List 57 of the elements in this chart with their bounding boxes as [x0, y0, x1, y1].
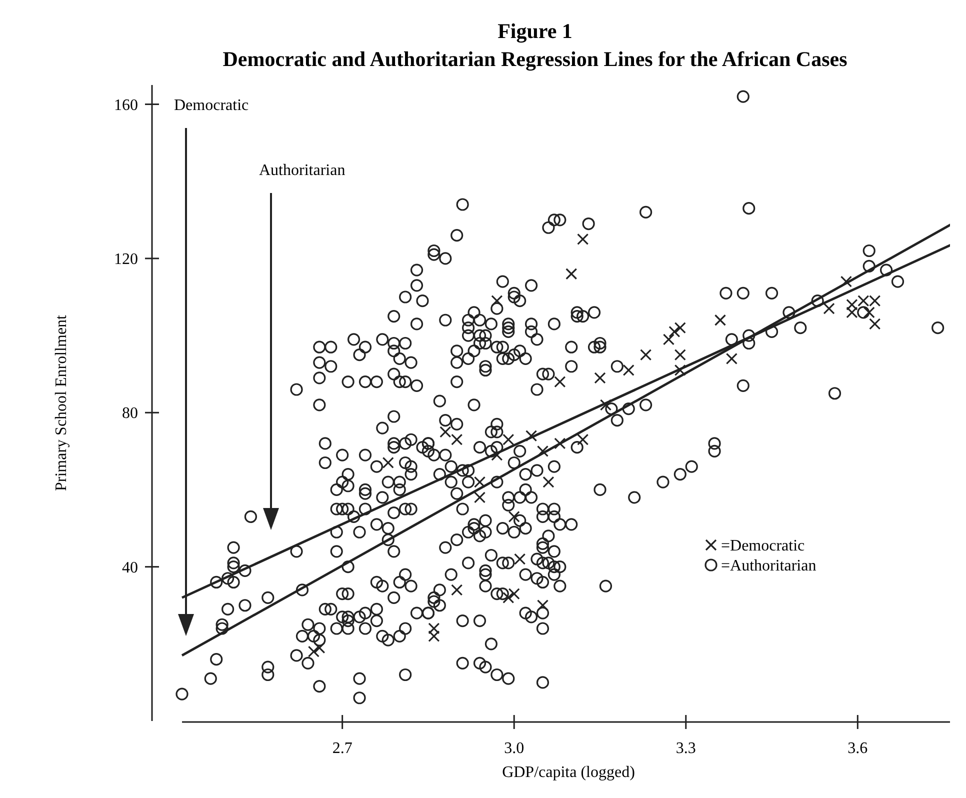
point [674, 349, 686, 361]
point [542, 476, 554, 488]
point [502, 434, 514, 446]
point [714, 314, 726, 326]
point [600, 399, 612, 411]
point [869, 318, 881, 330]
point [863, 306, 875, 318]
point [382, 456, 394, 469]
point [577, 233, 589, 245]
point [525, 430, 538, 442]
point [622, 364, 634, 376]
chart-title: Figure 1 [498, 19, 572, 43]
point [474, 492, 486, 504]
point [536, 600, 549, 612]
point [491, 295, 503, 307]
y-tick-label: 160 [114, 96, 138, 114]
point [577, 434, 589, 446]
x-axis-title: GDP/capita (logged) [502, 764, 635, 781]
point [474, 476, 486, 488]
point [668, 326, 680, 338]
point [440, 426, 452, 438]
point [308, 646, 320, 658]
y-tick-label: 120 [114, 251, 138, 268]
point [502, 592, 514, 604]
point [640, 349, 652, 361]
y-tick-label: 40 [122, 559, 138, 576]
x-tick-label: 3.0 [504, 740, 524, 757]
point [840, 276, 852, 288]
point [554, 376, 566, 388]
point [846, 298, 858, 311]
x-tick-label: 2.7 [332, 740, 352, 757]
legend-label: =Authoritarian [721, 558, 816, 575]
chart-subtitle: Democratic and Authoritarian Regression Lines for the African Cases [222, 47, 848, 71]
y-axis-title: Primary School Enrollment [53, 314, 70, 491]
point [508, 588, 520, 600]
point [823, 302, 835, 314]
point [536, 445, 549, 457]
x-tick-label: 3.3 [676, 740, 696, 757]
point [566, 268, 578, 280]
annotation: Authoritarian [259, 162, 346, 179]
point [674, 364, 686, 376]
point [674, 322, 686, 334]
point [594, 372, 606, 384]
point [726, 352, 738, 364]
x-tick-label: 3.6 [848, 740, 868, 757]
point [846, 306, 858, 318]
point [662, 334, 675, 346]
legend-label: =Democratic [721, 538, 805, 555]
point [451, 584, 463, 596]
y-tick-label: 80 [122, 405, 138, 422]
point [554, 438, 566, 450]
annotation: Democratic [174, 97, 249, 114]
point [428, 622, 440, 634]
point [428, 630, 440, 642]
point [451, 434, 463, 446]
point [514, 553, 526, 565]
point [508, 510, 520, 523]
